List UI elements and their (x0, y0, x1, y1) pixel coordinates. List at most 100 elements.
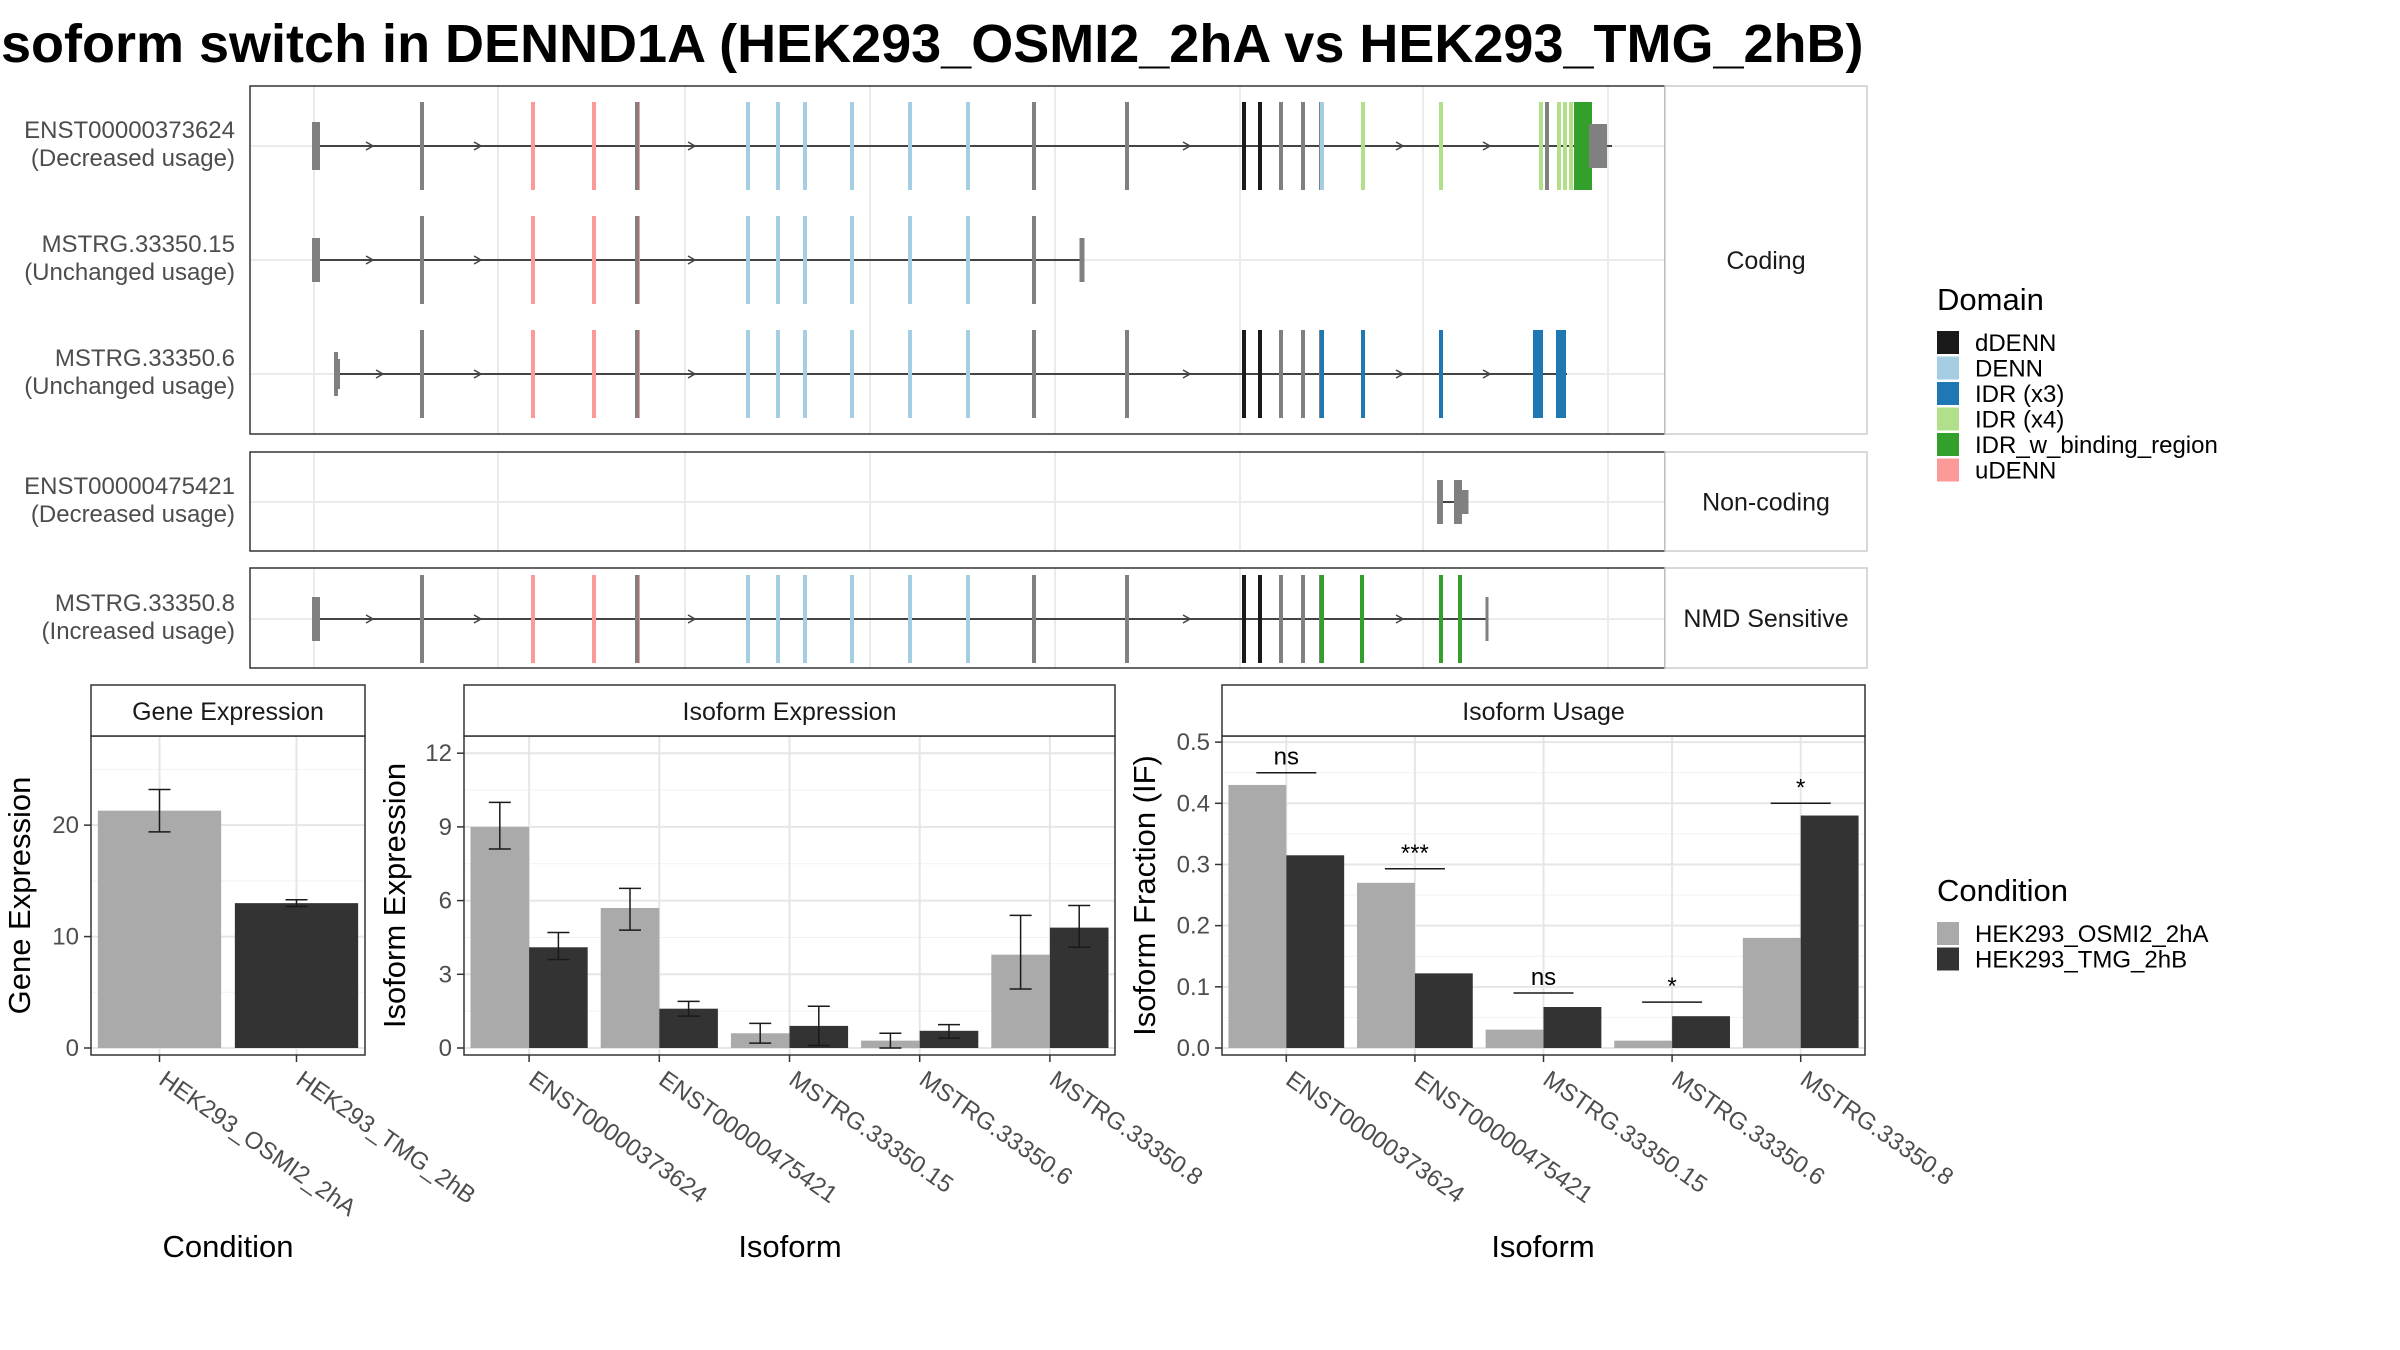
exon-block (1032, 216, 1036, 304)
exon-block (1361, 330, 1365, 418)
transcript-id-label: ENST00000475421 (24, 473, 235, 500)
facet-strip (463, 684, 1116, 737)
exon-block (1258, 102, 1262, 190)
chart-title: Isoform Usage (1462, 698, 1625, 726)
exon-block (1279, 102, 1283, 190)
exon-block (803, 330, 807, 418)
facet-strip (90, 684, 366, 737)
exon-block (1032, 102, 1036, 190)
exon-block (592, 575, 596, 663)
exon-block (312, 238, 320, 282)
transcript-usage-label: (Unchanged usage) (24, 259, 235, 286)
exon-block (1533, 330, 1543, 418)
exon-block (966, 575, 970, 663)
exon-block (966, 216, 970, 304)
strand-arrow (365, 141, 375, 151)
figure-title: Isoform switch in DENND1A (HEK293_OSMI2_… (0, 14, 1864, 74)
exon-block (592, 330, 596, 418)
strand-arrow (687, 614, 697, 624)
facet-strip (1221, 684, 1866, 737)
domain-legend-label: IDR (x4) (1975, 407, 2064, 434)
strand-arrow (473, 141, 483, 151)
panel-strip (1664, 85, 1868, 435)
exon-block (776, 330, 780, 418)
exon-block (1582, 102, 1592, 190)
exon-block (334, 359, 340, 389)
y-axis-label: Isoform Expression (377, 763, 412, 1028)
transcript-usage-label: (Increased usage) (42, 618, 235, 645)
exon-block (1439, 575, 1443, 663)
exon-block (850, 330, 854, 418)
exon-block (1563, 102, 1567, 190)
domain-legend-title: Domain (1937, 282, 2044, 317)
exon-block (1360, 575, 1364, 663)
transcript-id-label: MSTRG.33350.6 (55, 345, 235, 372)
condition-legend-label: HEK293_OSMI2_2hA (1975, 921, 2208, 948)
exon-block (635, 330, 639, 418)
bar (234, 903, 359, 1048)
chart-title: Isoform Expression (683, 698, 897, 726)
x-axis-label: Isoform (738, 1229, 841, 1264)
exon-block (1079, 238, 1085, 282)
y-tick-label: 3 (439, 961, 452, 988)
domain-legend-label: DENN (1975, 356, 2043, 383)
y-tick-label: 20 (52, 812, 79, 839)
bar (1357, 882, 1415, 1048)
exon-block (635, 216, 639, 304)
bar (97, 810, 222, 1048)
exon-block (592, 216, 596, 304)
strand-arrow (473, 369, 483, 379)
exon-block (1539, 102, 1543, 190)
strand-arrow (1482, 141, 1492, 151)
x-axis-label: Condition (163, 1229, 294, 1264)
bar (1614, 1040, 1673, 1048)
strand-arrow (375, 369, 385, 379)
transcript-usage-label: (Decreased usage) (31, 501, 235, 528)
exon-block (1125, 575, 1129, 663)
domain-legend-key (1937, 331, 1959, 354)
exon-block (803, 575, 807, 663)
exon-block (531, 102, 535, 190)
y-tick-label: 0.1 (1177, 974, 1210, 1001)
exon-block (746, 216, 750, 304)
exon-block (1032, 330, 1036, 418)
domain-legend-key (1937, 458, 1959, 482)
exon-block (1437, 480, 1443, 524)
exon-block (746, 102, 750, 190)
strand-arrow (1182, 141, 1192, 151)
exon-block (635, 102, 639, 190)
exon-block (746, 575, 750, 663)
exon-block (966, 102, 970, 190)
bar (1228, 784, 1287, 1048)
exon-block (1454, 480, 1462, 524)
exon-block (1125, 102, 1129, 190)
y-tick-label: 9 (439, 814, 452, 841)
exon-block (312, 597, 320, 641)
strand-arrow (1182, 369, 1192, 379)
exon-block (850, 216, 854, 304)
exon-block (908, 216, 912, 304)
exon-block (1320, 575, 1324, 663)
strand-arrow (473, 255, 483, 265)
exon-block (908, 575, 912, 663)
y-tick-label: 0.0 (1177, 1035, 1210, 1062)
domain-legend-label: IDR_w_binding_region (1975, 432, 2218, 459)
exon-block (1439, 330, 1443, 418)
exon-block (1361, 102, 1365, 190)
exon-block (1242, 330, 1246, 418)
strand-arrow (687, 255, 697, 265)
y-axis-label: Gene Expression (2, 777, 37, 1015)
exon-block (1569, 102, 1573, 190)
exon-block (746, 330, 750, 418)
exon-block (1485, 597, 1489, 641)
exon-block (1242, 575, 1246, 663)
y-tick-label: 0 (439, 1035, 452, 1062)
exon-block (1258, 330, 1262, 418)
strand-arrow (473, 614, 483, 624)
strand-arrow (1395, 369, 1405, 379)
bar (470, 826, 530, 1048)
domain-legend-label: uDENN (1975, 458, 2056, 485)
exon-block (1301, 102, 1305, 190)
significance-label: ns (1531, 964, 1556, 991)
